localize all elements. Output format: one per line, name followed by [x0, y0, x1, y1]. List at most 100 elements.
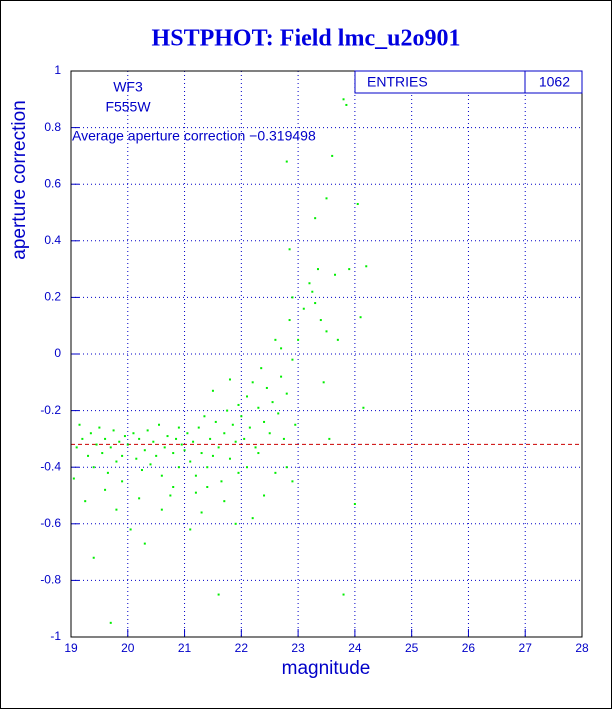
plot-frame — [70, 70, 583, 638]
point — [288, 319, 291, 322]
point — [121, 454, 124, 457]
point — [248, 426, 251, 429]
point — [328, 437, 331, 440]
point — [263, 494, 266, 497]
point — [211, 454, 214, 457]
annotation: WF3 — [113, 79, 143, 95]
point — [84, 500, 87, 503]
point — [246, 466, 249, 469]
point — [280, 347, 283, 350]
point — [155, 454, 158, 457]
y-tick-label: 0.4 — [44, 233, 61, 247]
x-tick-label: 24 — [348, 641, 362, 655]
point — [132, 432, 135, 435]
point — [152, 440, 155, 443]
x-tick-label: 20 — [121, 641, 135, 655]
point — [285, 160, 288, 163]
point — [209, 437, 212, 440]
plot-area: -1 -0.8 -0.6 -0.4 -0.2 0 0.2 0.4 0.6 0.8 1 19 20 21 22… — [40, 63, 589, 655]
point — [160, 474, 163, 477]
point — [89, 432, 92, 435]
point — [336, 338, 339, 341]
x-tick-label: 25 — [405, 641, 419, 655]
point — [138, 497, 141, 500]
point — [316, 268, 319, 271]
point — [223, 500, 226, 503]
point — [186, 432, 189, 435]
point — [172, 486, 175, 489]
point — [285, 466, 288, 469]
point — [297, 338, 300, 341]
point — [160, 508, 163, 511]
point — [274, 338, 277, 341]
point — [260, 367, 263, 370]
point — [319, 319, 322, 322]
point — [109, 446, 112, 449]
point — [106, 471, 109, 474]
point — [118, 440, 121, 443]
point — [183, 449, 186, 452]
point — [314, 217, 317, 220]
point — [121, 480, 124, 483]
point — [189, 528, 192, 531]
point — [237, 403, 240, 406]
point — [143, 449, 146, 452]
x-tick-label: 26 — [462, 641, 476, 655]
x-tick-label: 27 — [519, 641, 533, 655]
point — [189, 460, 192, 463]
point — [246, 395, 249, 398]
point — [314, 302, 317, 305]
point — [87, 454, 90, 457]
point — [251, 517, 254, 520]
point — [231, 423, 234, 426]
point — [274, 471, 277, 474]
y-tick-label: 1 — [54, 63, 61, 77]
point — [342, 593, 345, 596]
point — [353, 502, 356, 505]
point — [271, 401, 274, 404]
point — [166, 435, 169, 438]
point — [206, 466, 209, 469]
y-tick-label: -0.2 — [40, 403, 61, 417]
y-axis-label: aperture correction — [9, 100, 30, 259]
point — [265, 386, 268, 389]
point — [206, 486, 209, 489]
point — [291, 358, 294, 361]
point — [177, 466, 180, 469]
point — [251, 381, 254, 384]
point — [226, 409, 229, 412]
point — [285, 392, 288, 395]
point — [294, 423, 297, 426]
point — [277, 412, 280, 415]
point — [135, 457, 138, 460]
point — [200, 511, 203, 514]
point — [78, 423, 81, 426]
point — [257, 452, 260, 455]
point — [280, 375, 283, 378]
point — [240, 415, 243, 418]
point — [365, 265, 368, 268]
point — [243, 437, 246, 440]
point — [123, 435, 126, 438]
point — [194, 474, 197, 477]
stats-label: ENTRIES — [367, 74, 428, 90]
point — [169, 494, 172, 497]
point — [220, 480, 223, 483]
point — [362, 406, 365, 409]
point — [109, 621, 112, 624]
point — [158, 423, 161, 426]
point — [228, 378, 231, 381]
y-tick-label: -0.8 — [40, 573, 61, 587]
point — [163, 446, 166, 449]
point — [359, 316, 362, 319]
point — [115, 508, 118, 511]
annotation: F555W — [105, 99, 151, 115]
point — [308, 282, 311, 285]
y-tick-label: 0.8 — [44, 120, 61, 134]
point — [98, 426, 101, 429]
point — [322, 381, 325, 384]
point — [175, 437, 178, 440]
point — [115, 460, 118, 463]
point — [180, 443, 183, 446]
